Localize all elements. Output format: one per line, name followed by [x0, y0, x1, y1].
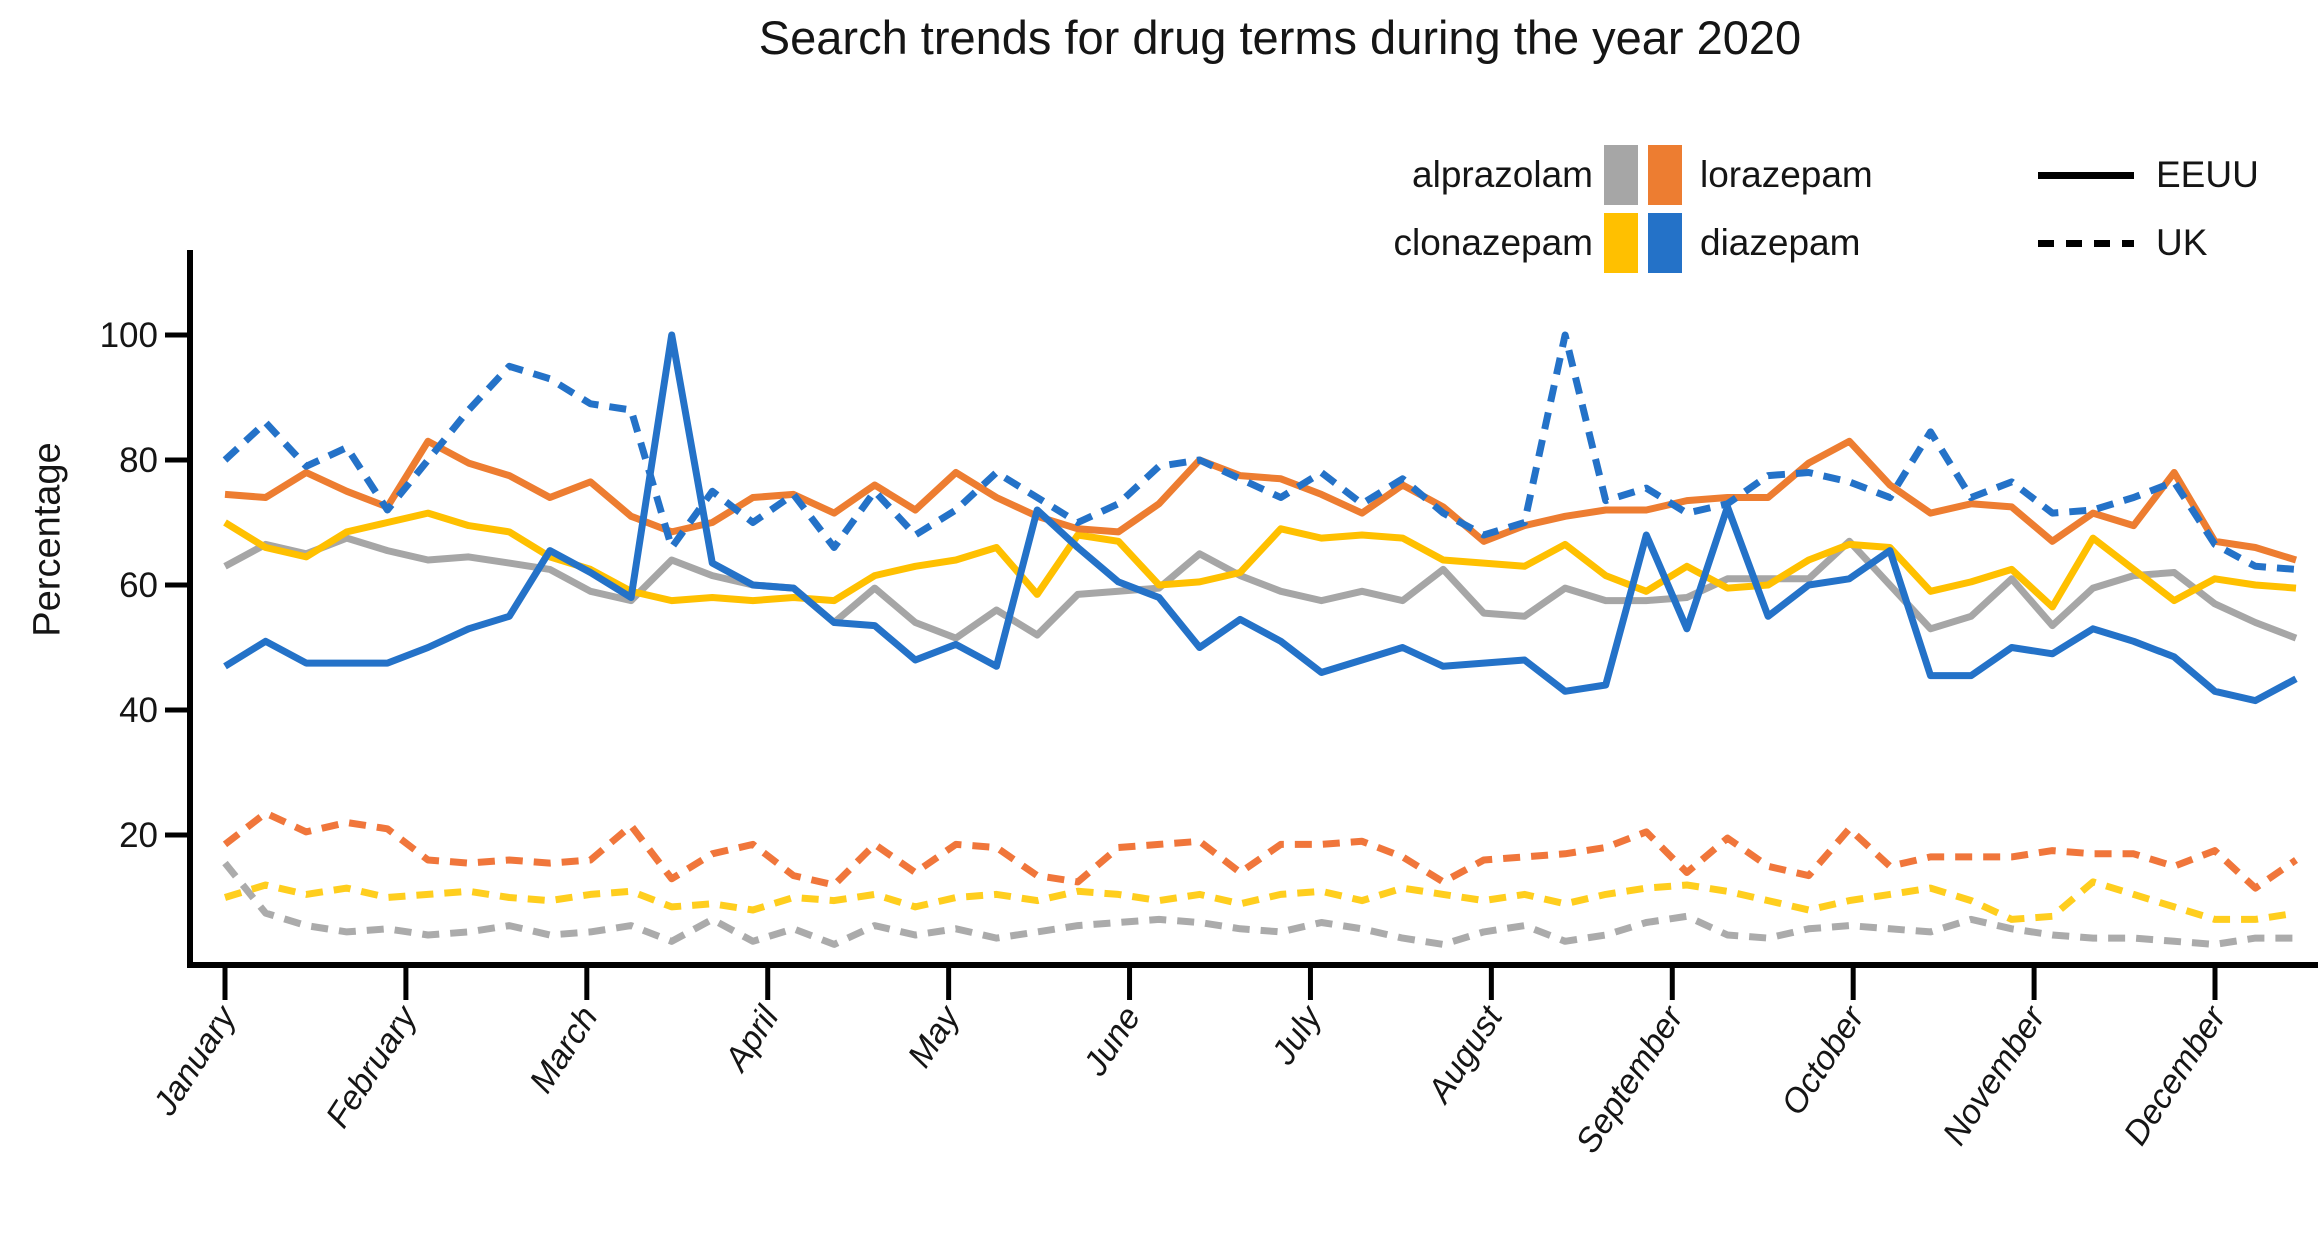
legend-swatch-diazepam: [1648, 213, 1682, 273]
legend-label-uk: UK: [2156, 222, 2208, 263]
legend-swatch-lorazepam: [1648, 145, 1682, 205]
x-tick-label-january: January: [145, 998, 244, 1123]
x-tick-label-may: May: [900, 998, 968, 1074]
x-tick-label-september: September: [1569, 998, 1692, 1160]
series-line-alprazolam-eeuu: [223, 534, 2298, 642]
series-line-lorazepam-eeuu: [224, 437, 2298, 564]
chart-title: Search trends for drug terms during the …: [758, 11, 1802, 64]
x-tick-label-december: December: [2116, 998, 2234, 1152]
legend-label-clonazepam: clonazepam: [1393, 222, 1593, 263]
x-tick-label-june: June: [1076, 1000, 1149, 1083]
legend-label-lorazepam: lorazepam: [1700, 154, 1873, 195]
legend-dashed-line-icon: [2038, 240, 2134, 247]
legend-swatch-clonazepam: [1604, 213, 1638, 273]
legend-swatch-alprazolam: [1604, 145, 1638, 205]
series-line-lorazepam-uk: [222, 809, 2298, 892]
legend-label-alprazolam: alprazolam: [1412, 154, 1593, 195]
x-tick-label-april: April: [716, 998, 787, 1079]
series-line-clonazepam-eeuu: [223, 509, 2297, 611]
x-tick-label-february: February: [319, 998, 426, 1134]
series-line-diazepam-uk: [222, 331, 2297, 573]
x-tick-label-august: August: [1419, 998, 1510, 1110]
y-tick-label: 80: [119, 441, 158, 480]
y-tick-label: 20: [119, 816, 158, 855]
legend-label-eeuu: EEUU: [2156, 154, 2259, 195]
legend-solid-line-icon: [2038, 172, 2134, 179]
y-axis-label: Percentage: [26, 442, 69, 637]
x-tick-label-october: October: [1774, 998, 1873, 1122]
legend-label-diazepam: diazepam: [1700, 222, 1861, 263]
series-line-alprazolam-uk: [222, 860, 2296, 948]
x-tick-label-november: November: [1936, 998, 2054, 1152]
x-tick-label-july: July: [1264, 998, 1330, 1072]
y-tick-label: 40: [119, 691, 158, 730]
y-tick-label: 60: [119, 566, 158, 605]
series-line-clonazepam-uk: [223, 878, 2297, 923]
x-tick-label-march: March: [522, 1000, 605, 1100]
series-line-diazepam-eeuu: [223, 331, 2298, 705]
y-tick-label: 100: [100, 316, 158, 355]
